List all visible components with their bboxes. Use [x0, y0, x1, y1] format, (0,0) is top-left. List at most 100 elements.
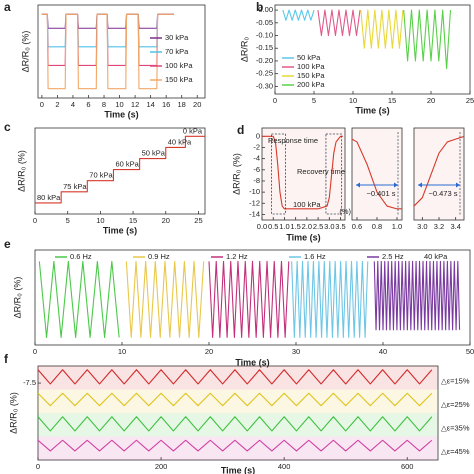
- legend-label: 70 kPa: [165, 47, 189, 56]
- time-annotation: ~0.473 s: [429, 189, 458, 198]
- strip-label: △ε=15%: [441, 377, 470, 386]
- x-tick-label: 0: [273, 96, 277, 105]
- legend-label: 100 kPa: [165, 61, 193, 70]
- data-line: [125, 260, 205, 338]
- x-tick-label: 0: [36, 462, 40, 471]
- x-axis-label: Time (s): [221, 465, 255, 474]
- x-tick-label: 14: [146, 100, 154, 109]
- x-tick-label: 25: [194, 216, 202, 225]
- data-line: [35, 135, 205, 204]
- annotation: Response time: [268, 136, 318, 145]
- x-tick-label: 20: [205, 347, 213, 356]
- x-tick-label: 10: [349, 96, 357, 105]
- annotation: 40 kPa: [424, 252, 448, 261]
- y-tick-label: -0.25: [256, 69, 273, 78]
- legend-label: 30 kPa: [165, 33, 189, 42]
- data-line: [38, 439, 433, 452]
- step-label: 0 kPa: [183, 126, 203, 135]
- x-tick-label: 400: [278, 462, 291, 471]
- legend-label: 50 kPa: [297, 53, 321, 62]
- y-tick-label: -4: [253, 154, 260, 163]
- x-axis-label: Time (s): [286, 232, 320, 242]
- highlight-box: [325, 133, 343, 215]
- legend-label: 150 kPa: [297, 71, 325, 80]
- x-tick-label: 4: [71, 100, 75, 109]
- legend-label: 0.6 Hz: [70, 252, 92, 261]
- x-tick-label: 1.0: [392, 222, 402, 231]
- strip-label: △ε=35%: [441, 424, 470, 433]
- y-tick-label: -14: [249, 209, 260, 218]
- x-tick-label: 0.6: [352, 222, 362, 231]
- x-axis-label: Time (s): [235, 357, 269, 367]
- panel-label: a: [4, 0, 11, 14]
- x-tick-label: 20: [162, 216, 170, 225]
- y-tick-label: -12: [249, 198, 260, 207]
- time-annotation: ~0.401 s: [367, 189, 396, 198]
- inset-y-label: (%): [339, 207, 351, 216]
- x-tick-label: 600: [401, 462, 414, 471]
- x-tick-label: 50: [466, 347, 474, 356]
- x-tick-label: 200: [155, 462, 168, 471]
- step-label: 75 kPa: [63, 182, 87, 191]
- x-tick-label: 3.4: [450, 222, 460, 231]
- data-line: [317, 9, 361, 37]
- strip-background: [38, 436, 438, 460]
- data-line: [360, 9, 404, 49]
- x-tick-label: 0.0: [257, 222, 267, 231]
- x-axis-label: Time (s): [103, 225, 137, 235]
- x-tick-label: 15: [129, 216, 137, 225]
- data-line: [373, 260, 461, 331]
- highlight-box: [271, 133, 286, 215]
- data-line: [41, 13, 174, 90]
- y-tick-label: -0.15: [256, 43, 273, 52]
- x-tick-label: 10: [115, 100, 123, 109]
- x-axis-label: Time (s): [104, 109, 138, 119]
- y-axis-label: ΔR/R₀ (%): [12, 277, 22, 319]
- panel-label: d: [237, 123, 244, 137]
- legend-label: 1.2 Hz: [226, 252, 248, 261]
- step-label: 40 kPa: [168, 137, 192, 146]
- x-tick-label: 1.0: [279, 222, 289, 231]
- strip-background: [38, 413, 438, 437]
- legend-label: 150 kPa: [165, 75, 193, 84]
- y-tick-label: -7.5: [23, 378, 36, 387]
- y-tick-label: -0.20: [256, 56, 273, 65]
- strip-background: [38, 366, 438, 390]
- step-label: 50 kPa: [142, 149, 166, 158]
- x-tick-label: 0: [33, 347, 37, 356]
- panel-label: e: [4, 237, 11, 251]
- x-tick-label: 30: [292, 347, 300, 356]
- x-tick-label: 10: [118, 347, 126, 356]
- legend-label: 200 kPa: [297, 80, 325, 89]
- y-axis-label: ΔR/R₀ (%): [8, 392, 18, 434]
- y-axis-label: ΔR/R₀ (%): [20, 31, 30, 73]
- y-tick-label: -8: [253, 176, 260, 185]
- x-tick-label: 2: [55, 100, 59, 109]
- legend-label: 0.9 Hz: [148, 252, 170, 261]
- x-tick-label: 12: [131, 100, 139, 109]
- x-tick-label: 20: [427, 96, 435, 105]
- x-tick-label: 3.2: [434, 222, 444, 231]
- y-tick-label: -0.10: [256, 30, 273, 39]
- x-tick-label: 10: [96, 216, 104, 225]
- x-tick-label: 3.5: [335, 222, 345, 231]
- data-line: [291, 260, 369, 338]
- data-line: [282, 9, 315, 21]
- x-axis-label: Time (s): [355, 105, 389, 115]
- x-tick-label: 40: [379, 347, 387, 356]
- y-tick-label: -2: [253, 142, 260, 151]
- y-tick-label: -0.05: [256, 18, 273, 27]
- plot-frame: [34, 249, 471, 346]
- panel-label: f: [4, 352, 9, 366]
- x-tick-label: 0.8: [372, 222, 382, 231]
- plot-frame: [413, 127, 465, 221]
- data-line: [38, 416, 433, 432]
- x-tick-label: 18: [178, 100, 186, 109]
- y-axis-label: ΔR/R₀: [239, 37, 249, 63]
- y-tick-label: 0.00: [258, 5, 273, 14]
- annotation: Recovery time: [297, 167, 345, 176]
- data-line: [38, 369, 433, 385]
- panel-label: c: [4, 120, 11, 134]
- plot-frame: [351, 127, 403, 221]
